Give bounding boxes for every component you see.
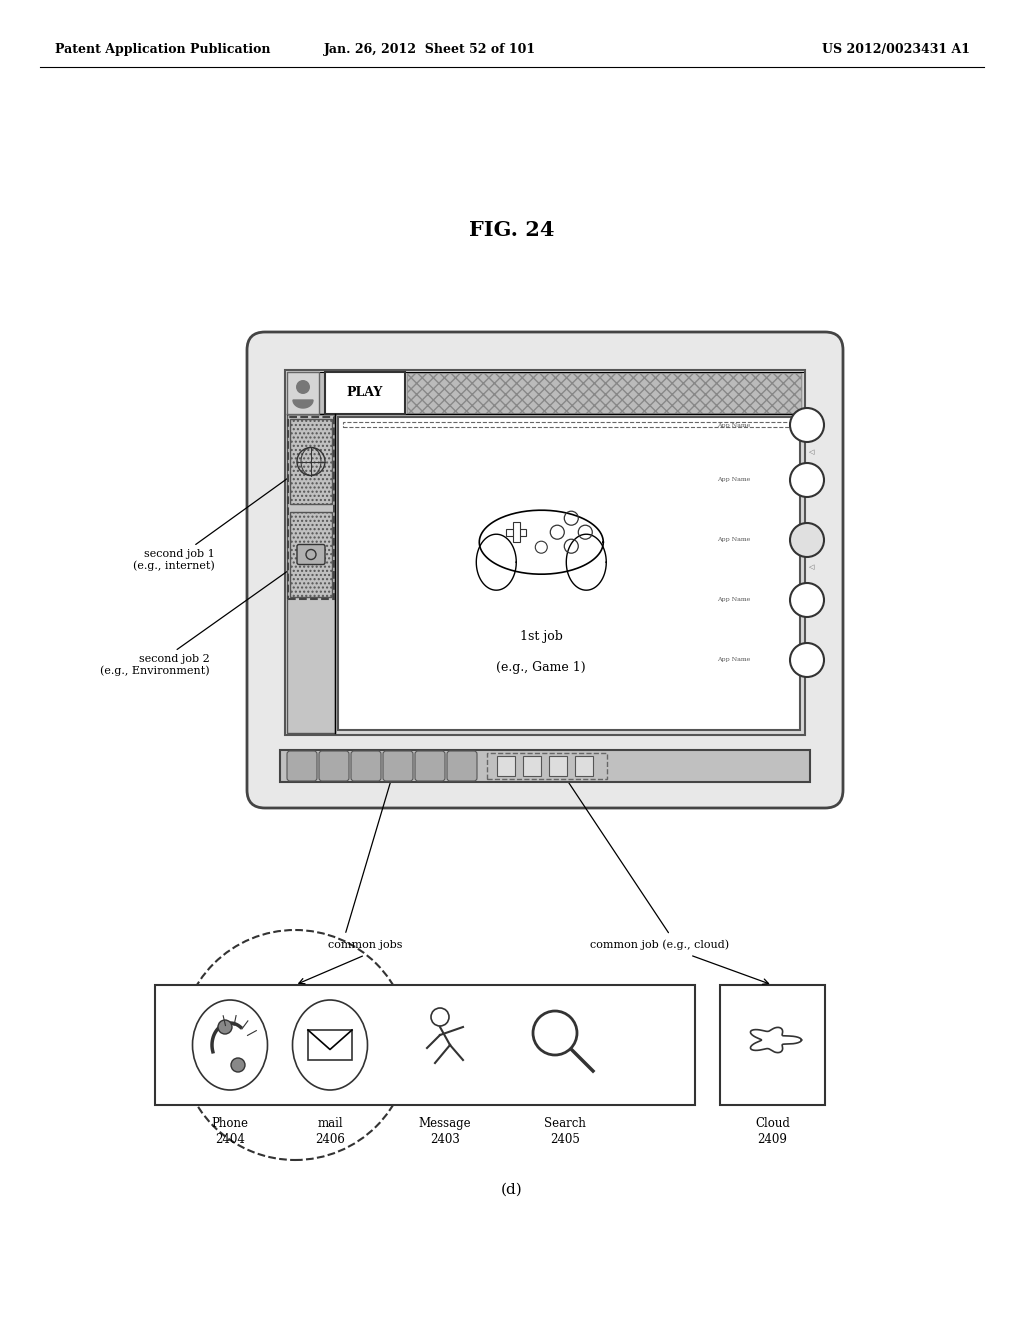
Bar <box>155 985 695 1105</box>
Bar <box>575 756 593 776</box>
Bar <box>487 752 607 779</box>
Text: 2406: 2406 <box>315 1133 345 1146</box>
Bar <box>287 372 319 414</box>
Circle shape <box>790 523 824 557</box>
FancyBboxPatch shape <box>247 333 843 808</box>
Polygon shape <box>293 400 313 408</box>
Text: common jobs: common jobs <box>328 940 402 950</box>
Bar <box>523 756 541 776</box>
FancyBboxPatch shape <box>319 751 349 781</box>
Bar <box>549 756 567 776</box>
Bar <box>325 372 406 414</box>
FancyBboxPatch shape <box>351 751 381 781</box>
Circle shape <box>790 408 824 442</box>
Circle shape <box>296 380 310 393</box>
Text: ◁: ◁ <box>809 564 815 570</box>
Text: App Name: App Name <box>717 478 750 483</box>
Text: PLAY: PLAY <box>347 387 383 400</box>
Polygon shape <box>476 535 516 590</box>
Bar <box>288 417 334 599</box>
Text: second job 2
(e.g., Environment): second job 2 (e.g., Environment) <box>100 557 307 676</box>
FancyBboxPatch shape <box>415 751 445 781</box>
FancyBboxPatch shape <box>297 544 325 565</box>
Text: App Name: App Name <box>717 657 750 663</box>
Text: 2403: 2403 <box>430 1133 460 1146</box>
Bar <box>338 417 800 730</box>
Text: second job 1
(e.g., internet): second job 1 (e.g., internet) <box>133 463 307 572</box>
Text: 2409: 2409 <box>758 1133 787 1146</box>
Text: 2405: 2405 <box>550 1133 580 1146</box>
Text: 1st job: 1st job <box>520 630 563 643</box>
Bar <box>506 529 526 536</box>
Text: App Name: App Name <box>717 537 750 543</box>
Bar <box>287 414 335 733</box>
Bar <box>343 422 795 426</box>
Bar <box>308 1030 352 1060</box>
Text: US 2012/0023431 A1: US 2012/0023431 A1 <box>822 44 970 57</box>
Polygon shape <box>479 511 603 574</box>
FancyBboxPatch shape <box>285 370 805 735</box>
Text: Jan. 26, 2012  Sheet 52 of 101: Jan. 26, 2012 Sheet 52 of 101 <box>324 44 536 57</box>
Text: Search: Search <box>544 1117 586 1130</box>
Circle shape <box>790 643 824 677</box>
Circle shape <box>755 1015 791 1051</box>
Text: 2404: 2404 <box>215 1133 245 1146</box>
Circle shape <box>231 1059 245 1072</box>
Bar <box>290 418 332 504</box>
FancyBboxPatch shape <box>447 751 477 781</box>
Circle shape <box>790 463 824 498</box>
Text: Cloud: Cloud <box>755 1117 790 1130</box>
Bar <box>280 750 810 781</box>
Text: Phone: Phone <box>212 1117 249 1130</box>
Circle shape <box>740 1026 768 1053</box>
FancyBboxPatch shape <box>287 751 317 781</box>
Bar <box>407 374 801 413</box>
Text: App Name: App Name <box>717 598 750 602</box>
Text: mail: mail <box>317 1117 343 1130</box>
Circle shape <box>218 1020 232 1034</box>
Circle shape <box>790 583 824 616</box>
Bar <box>290 512 332 597</box>
Bar <box>513 523 520 543</box>
Text: (d): (d) <box>501 1183 523 1197</box>
Text: (e.g., Game 1): (e.g., Game 1) <box>497 661 586 675</box>
Text: Patent Application Publication: Patent Application Publication <box>55 44 270 57</box>
Circle shape <box>759 1036 786 1064</box>
Bar <box>497 756 515 776</box>
Circle shape <box>776 1026 805 1053</box>
Text: common job (e.g., cloud): common job (e.g., cloud) <box>591 940 729 950</box>
Text: FIG. 24: FIG. 24 <box>469 220 555 240</box>
Text: ◁: ◁ <box>809 449 815 455</box>
Bar <box>720 985 825 1105</box>
Bar <box>287 372 803 414</box>
FancyBboxPatch shape <box>383 751 413 781</box>
Text: Message: Message <box>419 1117 471 1130</box>
Polygon shape <box>566 535 606 590</box>
Text: App Name: App Name <box>717 422 750 428</box>
